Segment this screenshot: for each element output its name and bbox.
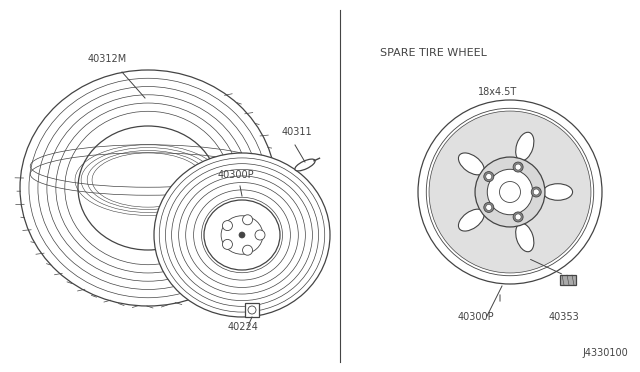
Circle shape bbox=[499, 182, 520, 202]
Text: 18x4.5T: 18x4.5T bbox=[478, 87, 517, 97]
Circle shape bbox=[531, 187, 541, 197]
Ellipse shape bbox=[78, 126, 218, 250]
Ellipse shape bbox=[20, 70, 276, 306]
Text: 40312M: 40312M bbox=[88, 54, 127, 64]
Circle shape bbox=[248, 306, 256, 314]
Ellipse shape bbox=[458, 153, 484, 175]
FancyBboxPatch shape bbox=[245, 303, 259, 317]
Circle shape bbox=[475, 157, 545, 227]
Circle shape bbox=[239, 232, 245, 238]
Circle shape bbox=[486, 174, 492, 180]
Circle shape bbox=[255, 230, 265, 240]
Ellipse shape bbox=[458, 209, 484, 231]
Text: 40300P: 40300P bbox=[218, 170, 255, 180]
Circle shape bbox=[223, 240, 232, 249]
Circle shape bbox=[515, 214, 521, 220]
Circle shape bbox=[223, 221, 232, 231]
Circle shape bbox=[243, 245, 253, 255]
Circle shape bbox=[243, 215, 253, 225]
Ellipse shape bbox=[154, 153, 330, 317]
Circle shape bbox=[484, 171, 494, 182]
Text: J4330100: J4330100 bbox=[582, 348, 628, 358]
Ellipse shape bbox=[516, 132, 534, 161]
Circle shape bbox=[487, 169, 532, 215]
Ellipse shape bbox=[204, 200, 280, 270]
Circle shape bbox=[513, 162, 523, 172]
Circle shape bbox=[515, 164, 521, 170]
Text: 40224: 40224 bbox=[228, 322, 259, 332]
FancyBboxPatch shape bbox=[560, 275, 576, 285]
Circle shape bbox=[429, 111, 591, 273]
Ellipse shape bbox=[516, 223, 534, 252]
Circle shape bbox=[486, 204, 492, 211]
Text: SPARE TIRE WHEEL: SPARE TIRE WHEEL bbox=[380, 48, 487, 58]
Ellipse shape bbox=[295, 159, 315, 171]
Circle shape bbox=[418, 100, 602, 284]
Circle shape bbox=[484, 202, 494, 212]
Text: 40300P: 40300P bbox=[458, 312, 495, 322]
Text: 40311: 40311 bbox=[282, 127, 312, 137]
Circle shape bbox=[426, 108, 594, 276]
Circle shape bbox=[513, 212, 523, 222]
Circle shape bbox=[533, 189, 540, 195]
Ellipse shape bbox=[221, 216, 263, 254]
Ellipse shape bbox=[543, 184, 573, 200]
Text: 40353: 40353 bbox=[549, 312, 580, 322]
